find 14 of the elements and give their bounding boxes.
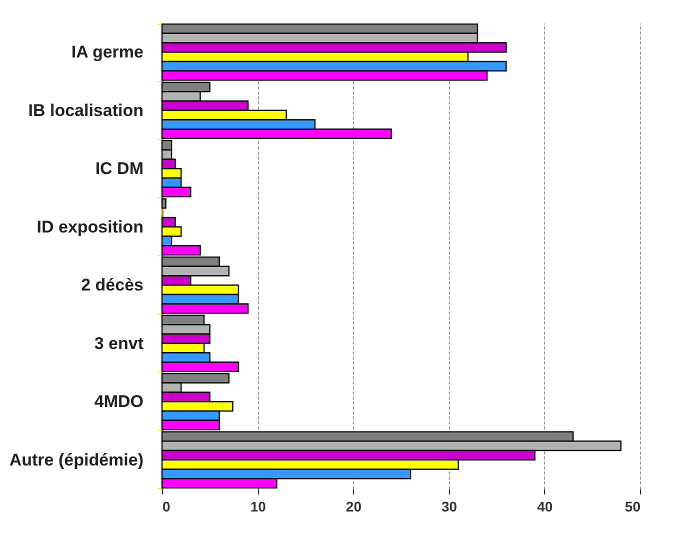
y-tick-label: ID exposition: [36, 217, 144, 236]
y-tick-label: IA germe: [71, 42, 144, 62]
x-tick-label: 30: [442, 498, 458, 514]
x-tick-label: 40: [537, 498, 553, 514]
x-tick-label: 20: [346, 498, 362, 514]
x-tick-label: 10: [250, 498, 266, 514]
y-tick-label: IB localisation: [28, 100, 144, 120]
y-tick-label: Autre (épidémie): [9, 450, 144, 470]
x-tick-label: 50: [624, 498, 641, 514]
y-tick-label: 3 envt: [94, 334, 144, 353]
x-tick-label: 0: [162, 498, 170, 514]
y-tick-label: 2 décès: [81, 276, 144, 295]
y-tick-label: IC DM: [95, 159, 144, 178]
y-tick-label: 4MDO: [94, 392, 144, 412]
